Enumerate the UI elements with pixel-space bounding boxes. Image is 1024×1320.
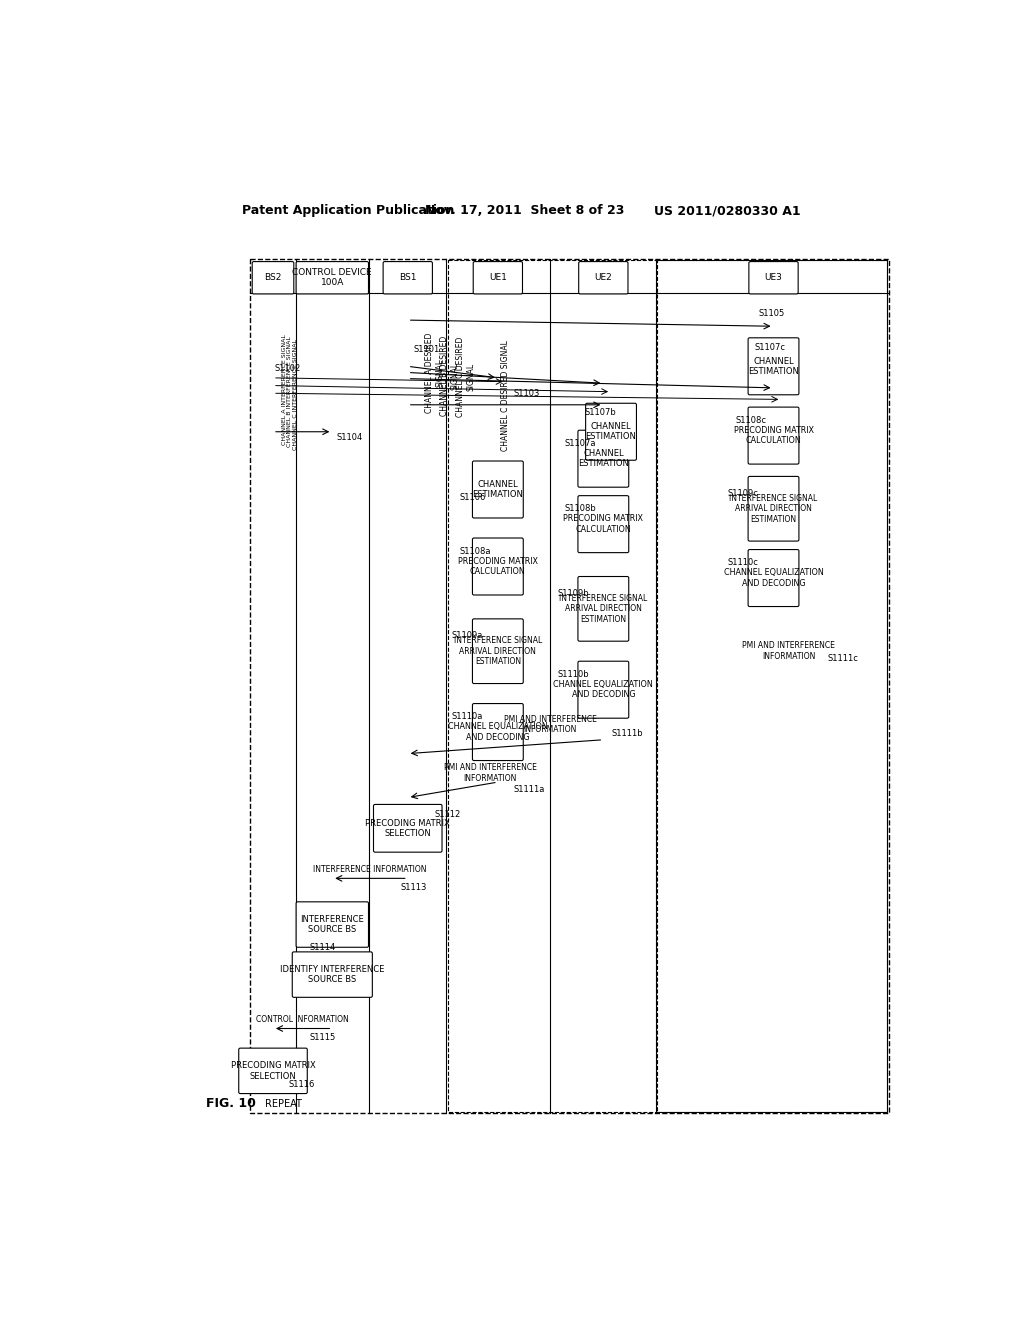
Text: CHANNEL C INTERFERENCE SIGNAL: CHANNEL C INTERFERENCE SIGNAL — [293, 339, 298, 450]
FancyBboxPatch shape — [472, 539, 523, 595]
Text: S1109c: S1109c — [727, 488, 758, 498]
Text: S1103: S1103 — [513, 389, 540, 397]
Text: Nov. 17, 2011  Sheet 8 of 23: Nov. 17, 2011 Sheet 8 of 23 — [425, 205, 625, 218]
Text: UE2: UE2 — [595, 273, 612, 282]
Text: INTERFERENCE
SOURCE BS: INTERFERENCE SOURCE BS — [300, 915, 365, 935]
Bar — [657, 260, 888, 1111]
Text: CONTROL DEVICE
100A: CONTROL DEVICE 100A — [293, 268, 372, 288]
FancyBboxPatch shape — [749, 549, 799, 607]
Text: CHANNEL
ESTIMATION: CHANNEL ESTIMATION — [472, 479, 523, 499]
Text: S1105: S1105 — [758, 309, 784, 318]
Text: PRECODING MATRIX
CALCULATION: PRECODING MATRIX CALCULATION — [563, 515, 643, 533]
Text: CHANNEL EQUALIZATION
AND DECODING: CHANNEL EQUALIZATION AND DECODING — [724, 569, 823, 587]
FancyBboxPatch shape — [374, 804, 442, 853]
Text: PMI AND INTERFERENCE
INFORMATION: PMI AND INTERFERENCE INFORMATION — [504, 714, 597, 734]
Text: S1111c: S1111c — [827, 655, 858, 664]
Text: S1109b: S1109b — [557, 589, 589, 598]
Text: S1108b: S1108b — [565, 504, 597, 513]
Text: INTERFERENCE SIGNAL
ARRIVAL DIRECTION
ESTIMATION: INTERFERENCE SIGNAL ARRIVAL DIRECTION ES… — [559, 594, 647, 624]
Text: S1107b: S1107b — [584, 408, 615, 417]
Text: REPEAT: REPEAT — [265, 1100, 302, 1109]
Text: INTERFERENCE INFORMATION: INTERFERENCE INFORMATION — [313, 865, 427, 874]
Text: INTERFERENCE SIGNAL
ARRIVAL DIRECTION
ESTIMATION: INTERFERENCE SIGNAL ARRIVAL DIRECTION ES… — [454, 636, 542, 667]
Text: CHANNEL A DESIRED
SIGNAL: CHANNEL A DESIRED SIGNAL — [425, 333, 444, 413]
Text: PMI AND INTERFERENCE
INFORMATION: PMI AND INTERFERENCE INFORMATION — [443, 763, 537, 783]
Text: S1115: S1115 — [309, 1034, 336, 1043]
Text: PRECODING MATRIX
CALCULATION: PRECODING MATRIX CALCULATION — [458, 557, 538, 577]
Text: PMI AND INTERFERENCE
INFORMATION: PMI AND INTERFERENCE INFORMATION — [742, 642, 836, 661]
Text: CHANNEL C DESIRED
SIGNAL: CHANNEL C DESIRED SIGNAL — [456, 337, 475, 417]
Text: BS2: BS2 — [264, 273, 282, 282]
Text: US 2011/0280330 A1: US 2011/0280330 A1 — [654, 205, 801, 218]
Text: S1102: S1102 — [274, 364, 301, 374]
Text: UE1: UE1 — [488, 273, 507, 282]
FancyBboxPatch shape — [252, 261, 294, 294]
Text: BS1: BS1 — [399, 273, 417, 282]
Text: S1108c: S1108c — [735, 416, 766, 425]
Text: CHANNEL EQUALIZATION
AND DECODING: CHANNEL EQUALIZATION AND DECODING — [553, 680, 653, 700]
FancyBboxPatch shape — [472, 461, 523, 517]
FancyBboxPatch shape — [579, 261, 628, 294]
Text: S1101: S1101 — [414, 345, 440, 354]
FancyBboxPatch shape — [296, 902, 369, 948]
FancyBboxPatch shape — [473, 261, 522, 294]
Text: UE3: UE3 — [765, 273, 782, 282]
Text: CHANNEL
ESTIMATION: CHANNEL ESTIMATION — [578, 449, 629, 469]
Text: INTERFERENCE SIGNAL
ARRIVAL DIRECTION
ESTIMATION: INTERFERENCE SIGNAL ARRIVAL DIRECTION ES… — [729, 494, 817, 524]
Text: PRECODING MATRIX
SELECTION: PRECODING MATRIX SELECTION — [366, 818, 451, 838]
Text: CHANNEL B DESIRED
SIGNAL: CHANNEL B DESIRED SIGNAL — [440, 335, 460, 416]
Text: CHANNEL A INTERFERENCE SIGNAL: CHANNEL A INTERFERENCE SIGNAL — [282, 334, 287, 445]
FancyBboxPatch shape — [749, 407, 799, 465]
Text: S1112: S1112 — [435, 810, 461, 818]
Text: FIG. 10: FIG. 10 — [206, 1097, 256, 1110]
Text: S1116: S1116 — [289, 1080, 314, 1089]
Text: S1107c: S1107c — [755, 343, 785, 351]
Text: S1114: S1114 — [309, 944, 336, 952]
Text: S1111a: S1111a — [513, 785, 545, 795]
Text: CHANNEL B INTERFERENCE SIGNAL: CHANNEL B INTERFERENCE SIGNAL — [288, 337, 293, 447]
Bar — [447, 260, 888, 1111]
Text: S1104: S1104 — [336, 433, 362, 442]
Text: S1109a: S1109a — [452, 631, 483, 640]
FancyBboxPatch shape — [296, 261, 369, 294]
Text: PRECODING MATRIX
SELECTION: PRECODING MATRIX SELECTION — [230, 1061, 315, 1081]
FancyBboxPatch shape — [472, 704, 523, 760]
Text: S1108a: S1108a — [460, 546, 490, 556]
Text: S1113: S1113 — [400, 883, 426, 892]
FancyBboxPatch shape — [292, 952, 373, 998]
Text: CHANNEL
ESTIMATION: CHANNEL ESTIMATION — [749, 356, 799, 376]
FancyBboxPatch shape — [239, 1048, 307, 1093]
Text: CONTROL INFORMATION: CONTROL INFORMATION — [256, 1015, 348, 1024]
Text: S1110c: S1110c — [727, 558, 758, 568]
FancyBboxPatch shape — [749, 477, 799, 541]
FancyBboxPatch shape — [749, 261, 798, 294]
Text: CHANNEL C DESIRED SIGNAL: CHANNEL C DESIRED SIGNAL — [501, 341, 510, 451]
Bar — [250, 259, 889, 1113]
Text: S1107a: S1107a — [565, 438, 596, 447]
FancyBboxPatch shape — [749, 338, 799, 395]
FancyBboxPatch shape — [578, 661, 629, 718]
FancyBboxPatch shape — [383, 261, 432, 294]
Text: Patent Application Publication: Patent Application Publication — [243, 205, 455, 218]
Text: IDENTIFY INTERFERENCE
SOURCE BS: IDENTIFY INTERFERENCE SOURCE BS — [281, 965, 384, 985]
Text: CHANNEL EQUALIZATION
AND DECODING: CHANNEL EQUALIZATION AND DECODING — [447, 722, 548, 742]
FancyBboxPatch shape — [472, 619, 523, 684]
FancyBboxPatch shape — [586, 404, 637, 461]
Text: S1110b: S1110b — [557, 669, 589, 678]
Text: S1111b: S1111b — [611, 729, 643, 738]
Text: PRECODING MATRIX
CALCULATION: PRECODING MATRIX CALCULATION — [733, 426, 813, 445]
Text: S1110a: S1110a — [452, 713, 483, 721]
FancyBboxPatch shape — [578, 496, 629, 553]
FancyBboxPatch shape — [578, 577, 629, 642]
Text: S1106: S1106 — [460, 492, 485, 502]
FancyBboxPatch shape — [578, 430, 629, 487]
Text: CHANNEL
ESTIMATION: CHANNEL ESTIMATION — [586, 422, 637, 441]
